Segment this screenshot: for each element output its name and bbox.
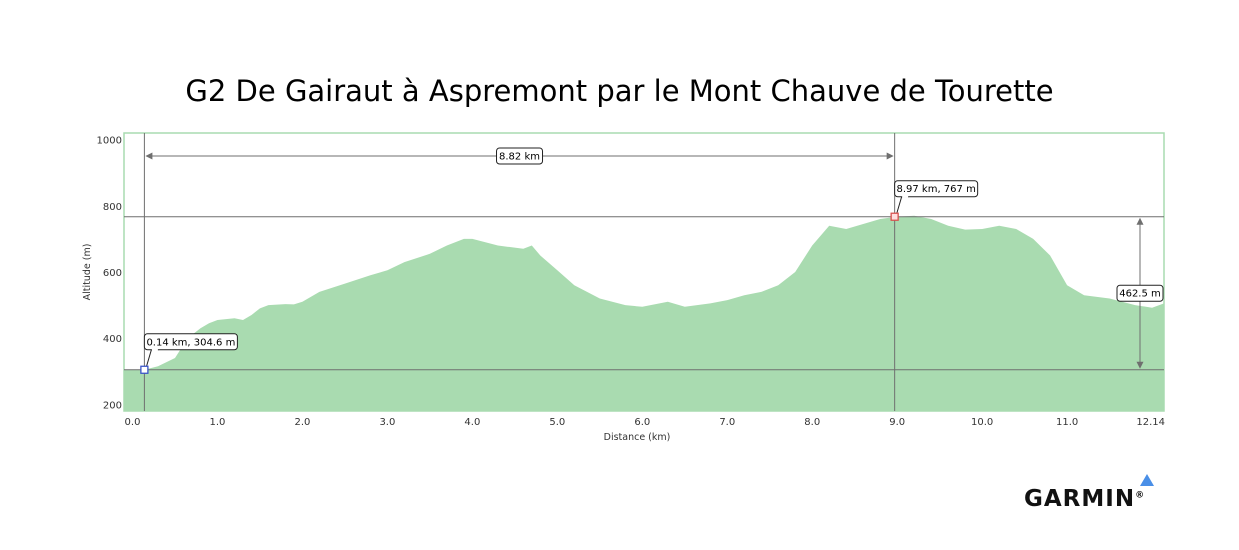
x-tick-label: 10.0 — [971, 417, 993, 428]
logo-text: GARMIN — [1024, 486, 1136, 512]
x-tick-label: 5.0 — [549, 417, 565, 428]
distance-arrow-right — [886, 152, 894, 160]
measurement-overlays: 8.82 km 462.5 m 0.14 km, 304.6 m 8.97 km, 7… — [124, 133, 1164, 411]
elevation-gain-label: 462.5 m — [1119, 289, 1161, 300]
x-tick-label: 6.0 — [634, 417, 650, 428]
distance-label: 8.82 km — [499, 152, 540, 163]
garmin-triangle-icon — [1140, 474, 1154, 486]
elevation-arrow-down — [1136, 361, 1144, 369]
elevation-gain-label-box — [1116, 284, 1164, 302]
x-tick-label: 7.0 — [719, 417, 735, 428]
y-axis-label: Altitude (m) — [82, 244, 93, 301]
x-axis-ticks: 0.0 1.0 2.0 3.0 4.0 5.0 6.0 7.0 8.0 9.0 10.0 11.0 12… — [125, 417, 1165, 428]
y-tick-label: 800 — [103, 202, 122, 213]
x-tick-label: 9.0 — [889, 417, 905, 428]
registered-mark: ® — [1135, 490, 1146, 501]
y-tick-label: 600 — [103, 268, 122, 279]
garmin-logo: GARMIN® — [1024, 486, 1145, 512]
start-marker-label-box — [143, 333, 238, 351]
distance-label-box — [496, 147, 544, 165]
x-tick-label: 4.0 — [464, 417, 480, 428]
y-tick-label: 1000 — [97, 136, 122, 147]
x-tick-label: 0.0 — [125, 417, 141, 428]
x-tick-label: 1.0 — [210, 417, 226, 428]
x-tick-label: 11.0 — [1056, 417, 1078, 428]
y-tick-label: 400 — [103, 334, 122, 345]
end-marker — [890, 212, 899, 221]
end-marker-label-box — [894, 180, 979, 198]
start-marker-label: 0.14 km, 304.6 m — [146, 337, 235, 348]
y-tick-label: 200 — [103, 400, 122, 411]
end-marker-label: 8.97 km, 767 m — [896, 184, 975, 195]
elevation-area — [124, 215, 1164, 411]
distance-arrow-left — [145, 152, 153, 160]
y-axis-ticks: 200 400 600 800 1000 — [97, 136, 122, 412]
x-tick-label: 8.0 — [804, 417, 820, 428]
start-marker — [140, 365, 149, 374]
x-tick-label: 3.0 — [379, 417, 395, 428]
chart-title: G2 De Gairaut à Aspremont par le Mont Ch… — [185, 74, 1054, 108]
x-axis-label: Distance (km) — [604, 432, 671, 443]
x-tick-label: 12.14 — [1136, 417, 1165, 428]
x-tick-label: 2.0 — [294, 417, 310, 428]
elevation-arrow-up — [1136, 217, 1144, 225]
